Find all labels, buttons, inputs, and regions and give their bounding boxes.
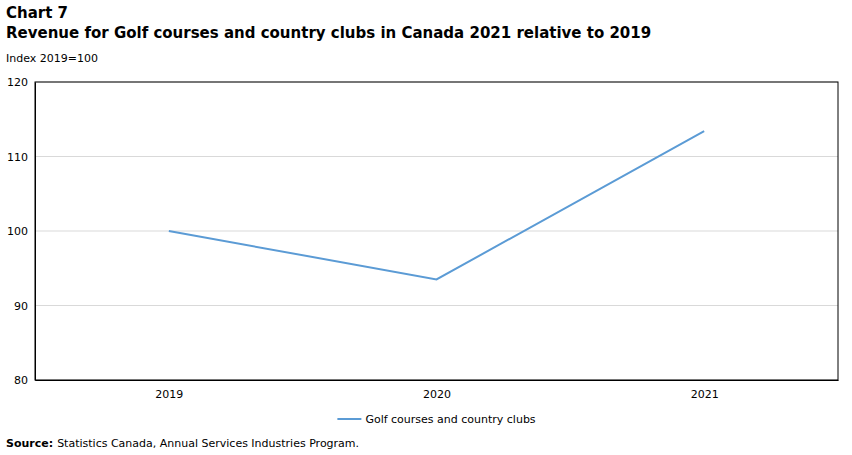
series-line xyxy=(169,131,704,279)
legend-item: Golf courses and country clubs xyxy=(337,413,535,426)
source-label: Source: xyxy=(6,437,53,450)
grid xyxy=(35,82,838,380)
y-tick-label: 90 xyxy=(14,300,28,313)
x-tick: 2021 xyxy=(691,380,719,401)
y-tick: 90 xyxy=(14,300,35,313)
source: Source: Statistics Canada, Annual Service… xyxy=(6,437,359,450)
chart: Chart 7 Revenue for Golf courses and coun… xyxy=(0,0,852,455)
subtitle: Revenue for Golf courses and country clu… xyxy=(6,24,651,42)
y-tick: 110 xyxy=(7,151,35,164)
y-tick: 120 xyxy=(7,76,35,89)
y-tick-label: 110 xyxy=(7,151,28,164)
y-axis-title: Index 2019=100 xyxy=(6,52,98,65)
legend: Golf courses and country clubs xyxy=(337,413,535,426)
y-axis: 80 90 100 110 120 xyxy=(7,76,36,387)
y-tick: 80 xyxy=(14,374,35,387)
grid-line xyxy=(35,231,838,232)
legend-swatch xyxy=(337,418,361,420)
y-axis-line xyxy=(35,83,36,381)
legend-label: Golf courses and country clubs xyxy=(365,413,535,426)
x-tick: 2020 xyxy=(423,380,451,401)
x-axis: 2019 2020 2021 xyxy=(36,380,839,401)
title: Chart 7 xyxy=(6,4,68,22)
x-tick: 2019 xyxy=(155,380,183,401)
grid-line xyxy=(35,156,838,157)
x-axis-line xyxy=(36,380,839,381)
x-tick-label: 2021 xyxy=(691,388,719,401)
plot-frame xyxy=(35,82,838,380)
x-tick-label: 2020 xyxy=(423,388,451,401)
y-tick-label: 100 xyxy=(7,225,28,238)
plot-area xyxy=(169,131,704,279)
y-tick: 100 xyxy=(7,225,35,238)
y-tick-label: 120 xyxy=(7,76,28,89)
source-text: Statistics Canada, Annual Services Indus… xyxy=(57,437,359,450)
grid-line xyxy=(35,305,838,306)
y-tick-label: 80 xyxy=(14,374,28,387)
x-tick-label: 2019 xyxy=(155,388,183,401)
